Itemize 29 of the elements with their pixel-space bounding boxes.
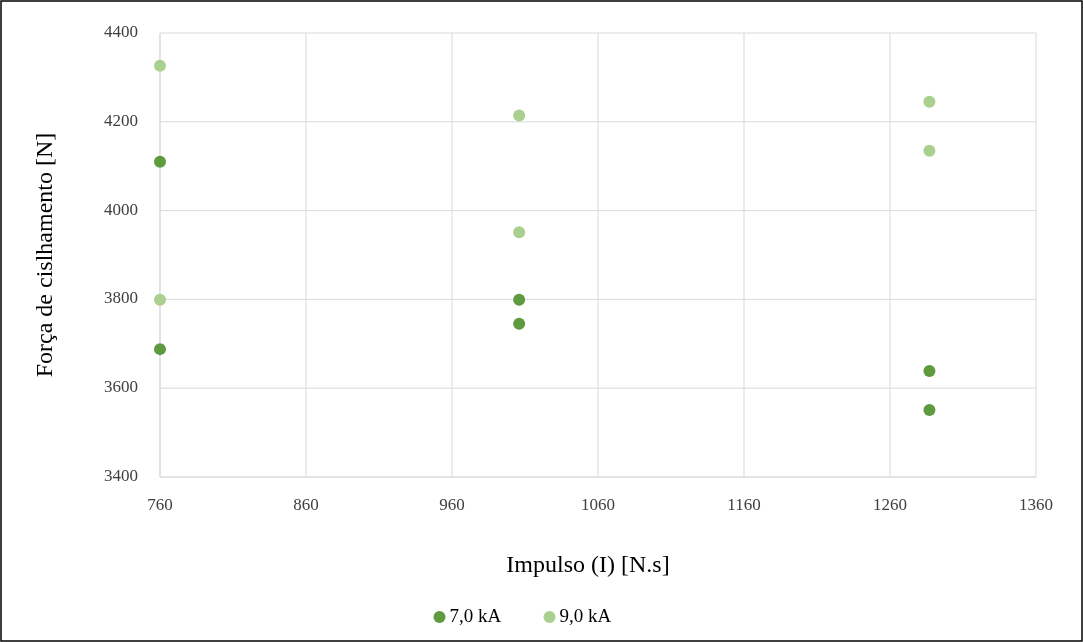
point	[923, 403, 936, 416]
legend-label: 7,0 kA	[449, 605, 502, 627]
x-tick-label: 960	[439, 495, 465, 514]
y-tick-label: 4000	[104, 199, 138, 219]
y-tick-label: 3600	[104, 377, 138, 397]
point	[513, 317, 526, 330]
point	[154, 59, 166, 72]
y-axis-title: Força de cislhamento [N]	[31, 132, 57, 378]
x-tick-label: 1260	[873, 495, 907, 514]
legend-label: 9,0 kA	[559, 605, 612, 627]
point	[154, 343, 166, 356]
x-axis-title: Impulso (I) [N.s]	[506, 551, 670, 577]
y-tick-label: 4400	[104, 21, 138, 41]
x-tick-label: 860	[293, 495, 319, 514]
point	[923, 144, 936, 157]
x-tick-label: 760	[147, 495, 173, 514]
point	[923, 364, 936, 377]
x-tick-label: 1160	[727, 495, 761, 514]
point	[513, 109, 526, 122]
point	[513, 226, 526, 239]
point	[154, 293, 166, 306]
y-tick-label: 4200	[104, 110, 138, 130]
point	[513, 293, 526, 306]
point	[923, 95, 936, 108]
x-tick-label: 1360	[1019, 495, 1053, 514]
y-tick-label: 3400	[104, 465, 138, 485]
x-tick-label: 1060	[581, 495, 615, 514]
point	[154, 155, 166, 168]
y-tick-label: 3800	[104, 288, 138, 308]
